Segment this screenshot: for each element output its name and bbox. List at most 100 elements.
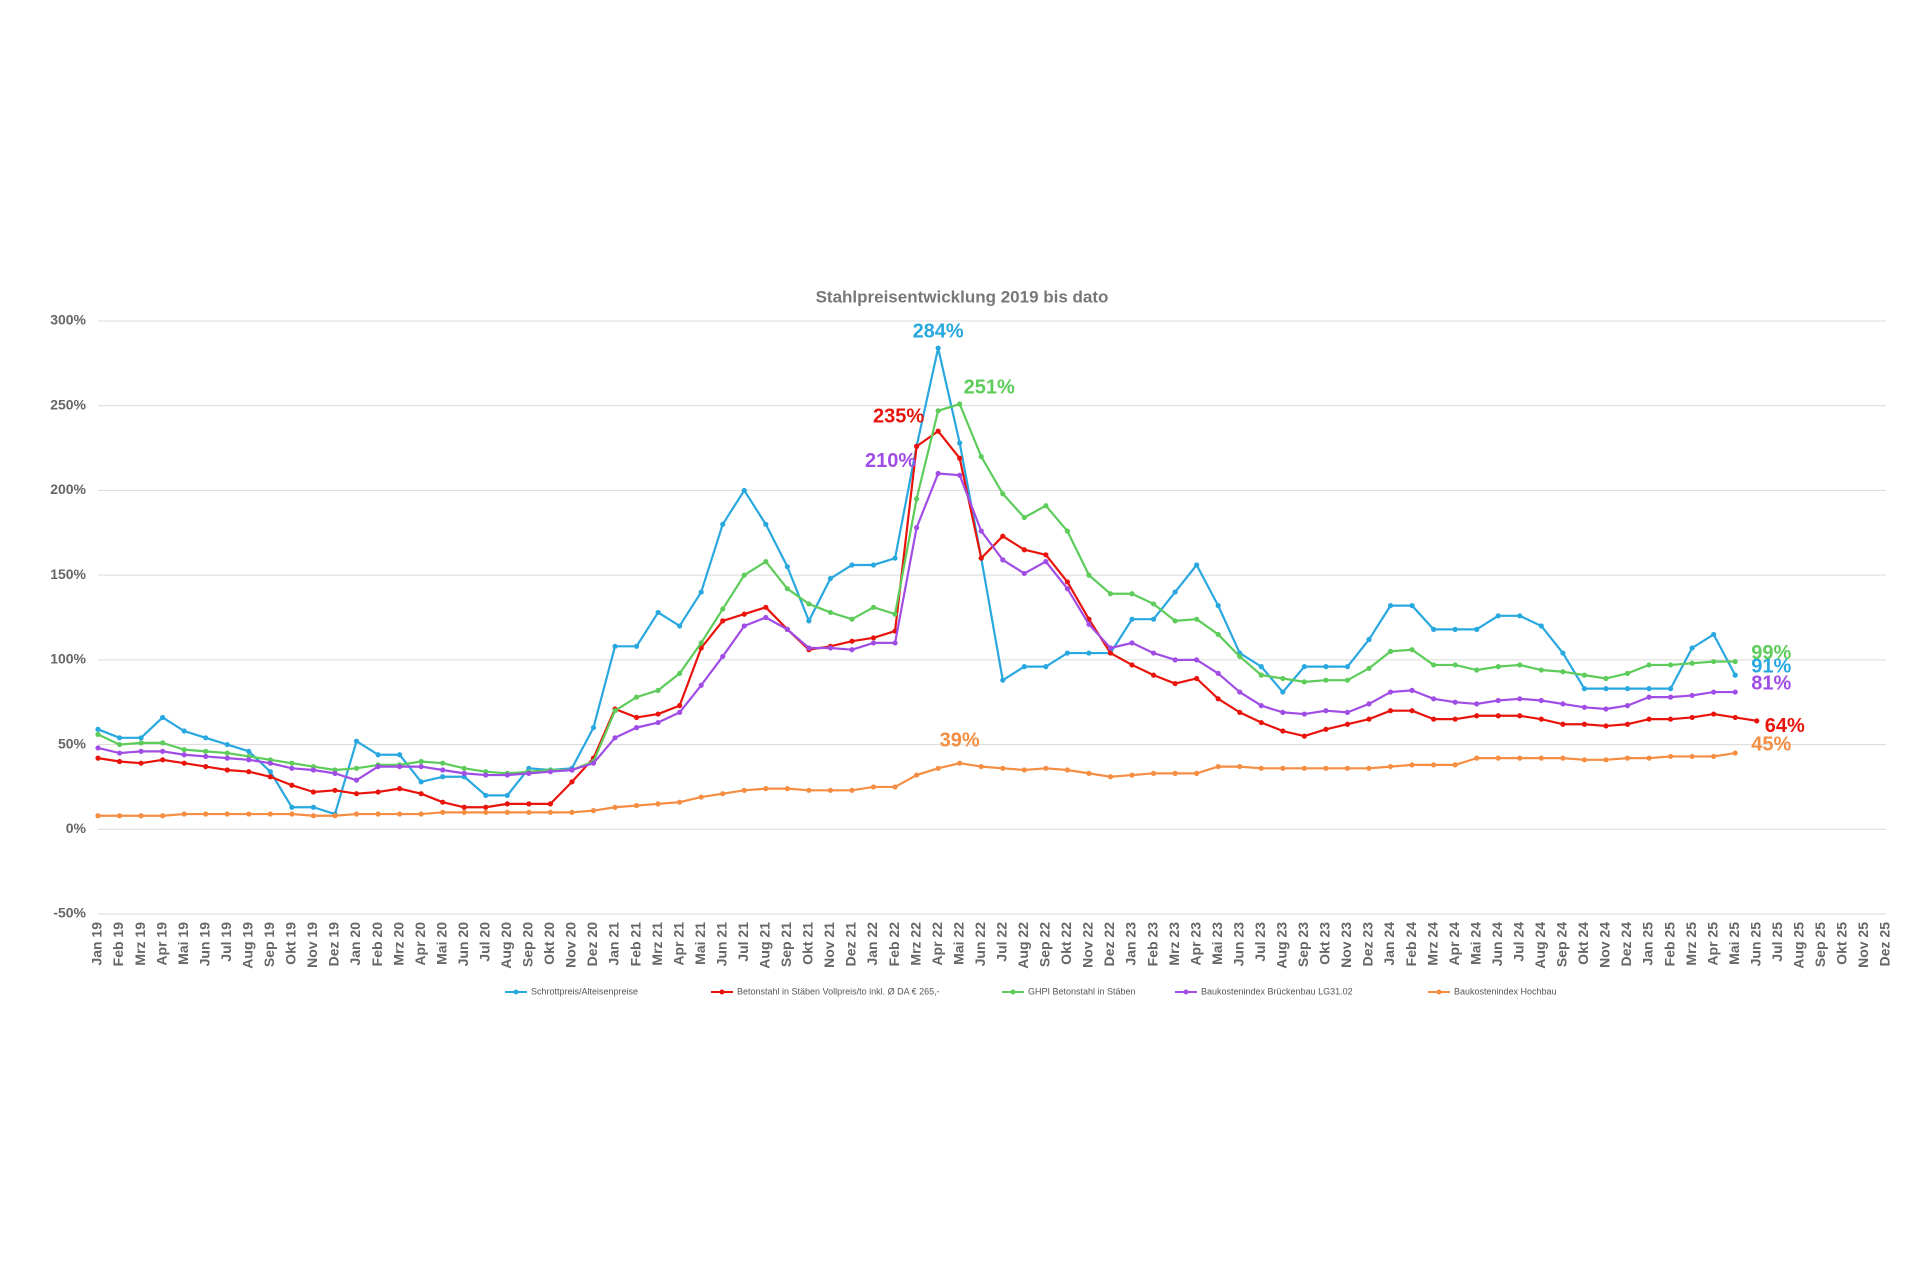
data-point	[1711, 711, 1717, 717]
data-point	[806, 618, 812, 624]
data-point	[95, 726, 101, 732]
data-point	[1129, 616, 1135, 622]
data-point	[763, 604, 769, 610]
data-point	[1043, 664, 1049, 670]
x-tick-label: Jul 19	[218, 922, 234, 962]
data-label: 64%	[1765, 715, 1805, 737]
x-tick-label: Nov 21	[821, 922, 837, 968]
data-label: 45%	[1751, 733, 1791, 755]
data-point	[332, 813, 338, 819]
x-tick-label: Mai 23	[1209, 922, 1225, 965]
data-point	[440, 774, 446, 780]
data-point	[1301, 733, 1307, 739]
data-point	[224, 767, 230, 773]
data-point	[246, 811, 252, 817]
data-point	[396, 763, 403, 770]
data-point	[1237, 709, 1243, 715]
data-point	[160, 714, 166, 721]
data-point	[1387, 648, 1394, 654]
data-point	[116, 750, 123, 756]
data-point	[1409, 708, 1415, 714]
data-point	[1064, 767, 1070, 773]
data-label: 235%	[873, 405, 924, 427]
data-point	[289, 760, 295, 766]
data-point	[1086, 650, 1092, 656]
data-point	[957, 472, 963, 478]
data-point	[590, 760, 597, 766]
data-point	[1021, 767, 1027, 773]
data-point	[375, 789, 381, 795]
data-point	[1387, 603, 1394, 609]
x-tick-label: Jun 23	[1230, 922, 1246, 967]
data-point	[1517, 613, 1523, 619]
data-point	[1258, 664, 1264, 670]
data-point	[138, 735, 144, 741]
data-point	[677, 623, 683, 629]
data-point	[483, 772, 489, 778]
data-point	[1689, 714, 1695, 721]
data-point	[1150, 770, 1157, 776]
data-point	[1495, 613, 1501, 619]
data-point	[1409, 603, 1415, 609]
data-point	[612, 804, 618, 810]
data-point	[1387, 689, 1394, 695]
data-point	[827, 609, 834, 616]
x-tick-label: Sep 25	[1812, 922, 1828, 967]
data-point	[1517, 755, 1523, 761]
data-point	[1366, 701, 1372, 707]
data-point	[1646, 662, 1652, 668]
data-point	[1646, 686, 1652, 692]
data-point	[590, 725, 597, 731]
data-point	[1409, 687, 1415, 693]
data-point	[203, 748, 209, 754]
data-point	[1495, 697, 1501, 704]
data-point	[1689, 660, 1695, 666]
data-point	[224, 755, 230, 761]
x-tick-label: Mrz 22	[907, 922, 923, 966]
data-label: 284%	[913, 320, 964, 342]
data-point	[353, 738, 360, 744]
data-point	[353, 811, 360, 817]
x-tick-label: Dez 23	[1360, 922, 1376, 967]
data-point	[1603, 723, 1609, 729]
x-tick-label: Nov 19	[304, 922, 320, 968]
x-tick-label: Jun 21	[713, 922, 729, 967]
x-tick-label: Aug 22	[1015, 922, 1031, 969]
data-point	[547, 809, 553, 815]
data-point	[1129, 662, 1135, 668]
data-point	[935, 408, 941, 414]
x-tick-label: Jan 20	[347, 922, 363, 966]
data-point	[1711, 753, 1717, 760]
data-point	[1129, 591, 1135, 597]
data-point	[1667, 662, 1674, 668]
legend-marker	[719, 989, 725, 995]
data-label: 210%	[865, 450, 916, 472]
data-point	[1172, 657, 1178, 663]
legend-marker	[513, 989, 519, 995]
data-point	[332, 787, 338, 793]
data-point	[1581, 757, 1588, 763]
x-tick-label: Nov 23	[1338, 922, 1354, 968]
data-point	[160, 757, 166, 763]
data-point	[633, 643, 640, 649]
data-point	[203, 763, 209, 770]
x-tick-label: Jan 25	[1640, 922, 1656, 966]
data-point	[612, 735, 618, 741]
data-point	[590, 808, 597, 814]
data-point	[1538, 755, 1544, 761]
data-point	[741, 623, 747, 629]
data-point	[1064, 528, 1070, 534]
x-tick-label: Apr 20	[412, 922, 428, 966]
data-point	[1517, 713, 1523, 719]
x-tick-label: Dez 19	[326, 922, 342, 967]
data-point	[1150, 616, 1157, 622]
data-label: 81%	[1751, 672, 1791, 694]
data-point	[870, 604, 877, 610]
data-point	[1581, 672, 1588, 678]
legend-label: Betonstahl in Stäben Vollpreis/to inkl. …	[737, 986, 940, 996]
x-tick-label: Mai 24	[1467, 922, 1483, 965]
data-point	[1194, 657, 1200, 663]
data-point	[267, 760, 273, 766]
x-tick-label: Feb 24	[1403, 922, 1419, 967]
data-point	[1646, 694, 1652, 700]
